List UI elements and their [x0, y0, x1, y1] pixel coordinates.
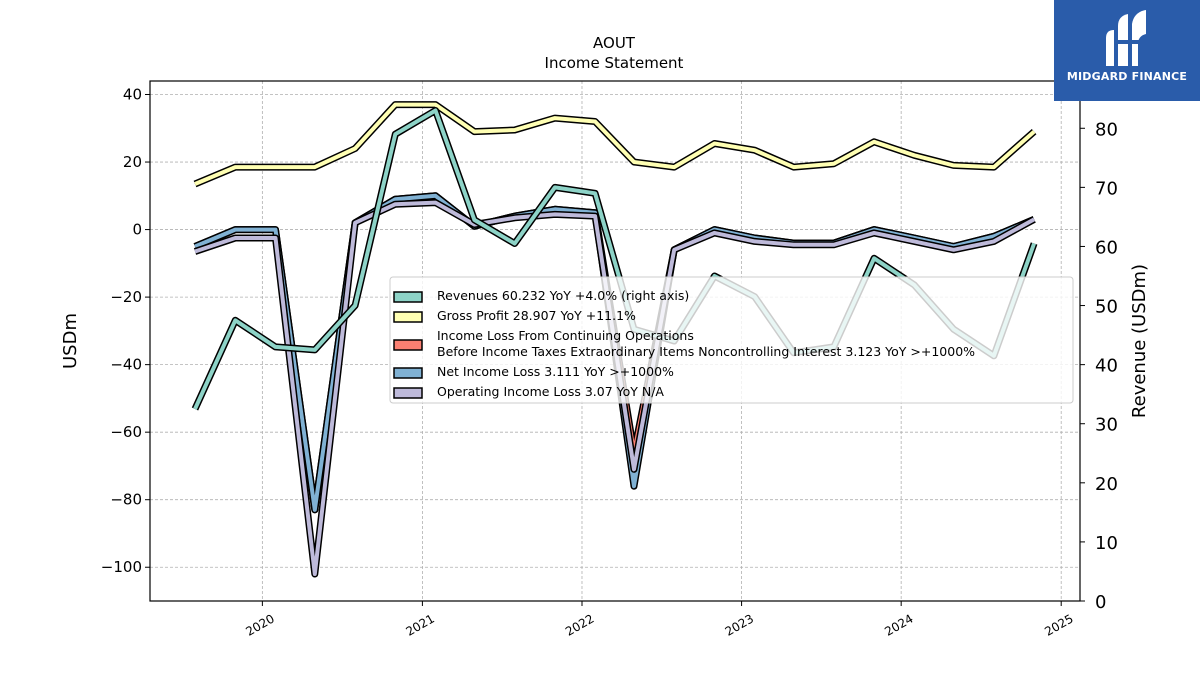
- legend-label: Gross Profit 28.907 YoY +11.1%: [437, 308, 636, 323]
- y-tick-label: −80: [110, 491, 142, 509]
- series-0: [193, 101, 1037, 188]
- series-line: [193, 108, 1036, 410]
- legend-item: Gross Profit 28.907 YoY +11.1%: [393, 308, 636, 323]
- y-tick-label: −100: [101, 558, 142, 576]
- y-axis-label: USDm: [60, 313, 81, 369]
- legend-label: Operating Income Loss 3.07 YoY N/A: [437, 384, 664, 399]
- left-axis: 40 20 0 −20 −40 −60 −80 −100: [101, 86, 150, 576]
- plot-frame: [149, 80, 1081, 602]
- legend-item: Net Income Loss 3.111 YoY >+1000%: [393, 364, 674, 379]
- right-axis: 0 10 20 30 40 50 60 70 80: [1080, 119, 1118, 613]
- y-tick-label: −60: [110, 423, 142, 441]
- x-tick-label: 2023: [723, 611, 756, 638]
- y2-tick-label: 20: [1095, 474, 1118, 495]
- legend-label: Before Income Taxes Extraordinary Items …: [437, 344, 975, 359]
- legend-swatch: [393, 291, 423, 303]
- series-4: [191, 107, 1038, 411]
- x-tick-label: 2024: [882, 611, 915, 638]
- chart-title: AOUT: [593, 34, 636, 52]
- legend-item: Revenues 60.232 YoY +4.0% (right axis): [393, 288, 689, 303]
- legend-label: Revenues 60.232 YoY +4.0% (right axis): [437, 288, 689, 303]
- x-axis: 2020 2021 2022 2023 2024 2025: [243, 601, 1076, 639]
- logo-text: MIDGARD FINANCE: [1066, 70, 1188, 83]
- legend-box: [389, 276, 1074, 404]
- y2-tick-label: 70: [1095, 178, 1118, 199]
- y2-tick-label: 0: [1095, 592, 1106, 613]
- logo-mark-icon: [1106, 10, 1146, 66]
- legend-item: Income Loss From Continuing OperationsBe…: [393, 328, 975, 359]
- legend-swatch: [393, 367, 423, 379]
- y-tick-label: −20: [110, 288, 142, 306]
- y2-tick-label: 10: [1095, 533, 1118, 554]
- x-tick-label: 2021: [403, 611, 436, 638]
- y-tick-label: 20: [123, 153, 142, 171]
- series-line: [194, 102, 1036, 186]
- x-tick-label: 2025: [1042, 611, 1075, 638]
- y2-tick-label: 50: [1095, 297, 1118, 318]
- y2-axis-label: Revenue (USDm): [1129, 264, 1150, 418]
- legend-swatch: [393, 339, 423, 351]
- y-tick-label: −40: [110, 356, 142, 374]
- y2-tick-label: 30: [1095, 415, 1118, 436]
- y2-tick-label: 80: [1095, 119, 1118, 140]
- y-tick-label: 0: [132, 221, 142, 239]
- legend-swatch: [393, 311, 423, 323]
- legend-label: Income Loss From Continuing Operations: [437, 328, 694, 343]
- y-tick-label: 40: [123, 86, 142, 104]
- legend-item: Operating Income Loss 3.07 YoY N/A: [393, 384, 664, 399]
- x-tick-label: 2020: [243, 611, 276, 638]
- chart-subtitle: Income Statement: [545, 54, 684, 72]
- midgard-finance-logo: MIDGARD FINANCE: [1054, 0, 1200, 101]
- x-tick-label: 2022: [563, 611, 596, 638]
- legend: Revenues 60.232 YoY +4.0% (right axis) Gr…: [389, 276, 1074, 404]
- legend-label: Net Income Loss 3.111 YoY >+1000%: [437, 364, 674, 379]
- y2-tick-label: 60: [1095, 237, 1118, 258]
- legend-swatch: [393, 387, 423, 399]
- y2-tick-label: 40: [1095, 356, 1118, 377]
